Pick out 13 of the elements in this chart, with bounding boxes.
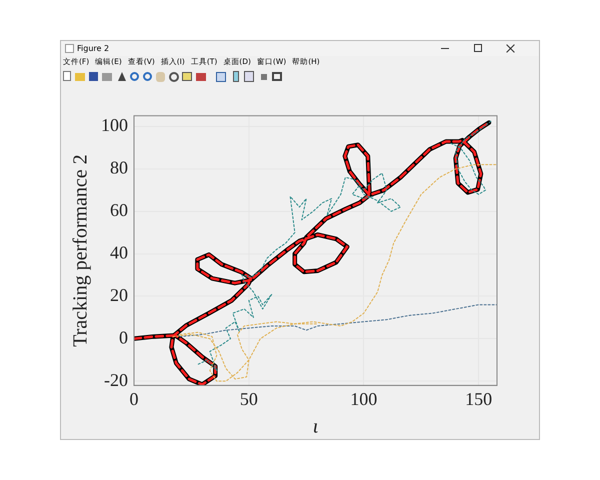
caption: Figure 2: [77, 44, 110, 53]
y-tick-label: -20: [104, 370, 128, 390]
y-tick-label: 60: [110, 200, 128, 220]
x-tick-label: 100: [350, 388, 378, 409]
y-tick-label: 80: [110, 158, 128, 178]
y-tick-label: 40: [110, 242, 128, 263]
y-axis-title: Tracking performance 2: [69, 154, 92, 347]
y-tick-label: 0: [119, 327, 128, 348]
x-tick-label: 50: [240, 388, 258, 409]
y-tick-label: 20: [110, 284, 128, 305]
x-tick-label: 150: [465, 388, 492, 409]
y-tick-label: 100: [101, 115, 128, 136]
x-axis-title: ι: [312, 415, 318, 438]
